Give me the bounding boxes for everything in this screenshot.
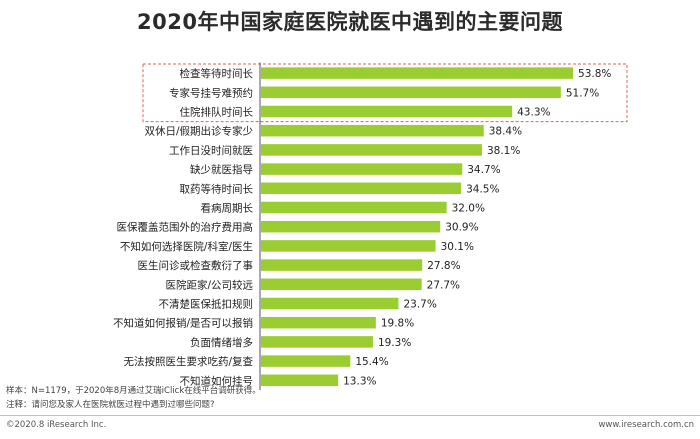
category-label: 缺少就医指导 [190,163,253,176]
category-label: 检查等待时间长 [180,67,254,80]
bar [261,316,376,329]
category-label: 不清楚医保抵扣规则 [159,298,254,311]
category-label: 医生问诊或检查敷衍了事 [138,259,254,272]
bar [261,144,482,156]
category-label: 工作日没时间就医 [169,144,253,157]
category-label: 无法按照医生要求吃药/复查 [123,355,253,368]
value-label: 13.3% [343,375,376,387]
bar [261,336,373,348]
category-label: 负面情绪增多 [190,336,253,349]
bar [261,86,561,99]
category-label: 专家号挂号难预约 [169,86,253,99]
value-label: 38.1% [487,145,520,157]
footer-divider [0,415,700,416]
bar [261,163,463,175]
chart-title: 2020年中国家庭医院就医中遇到的主要问题 [137,10,563,34]
value-label: 19.3% [378,337,411,349]
bar [261,201,447,214]
value-label: 15.4% [355,356,388,368]
value-label: 43.3% [517,107,550,119]
value-label: 34.7% [467,164,500,176]
bar [261,124,484,137]
bar [261,220,441,233]
value-label: 30.9% [445,222,478,234]
bar [261,355,351,367]
bar [261,259,423,271]
bar [261,297,399,310]
value-label: 27.8% [427,260,460,272]
category-label: 住院排队时间长 [180,106,254,119]
bar-chart: 检查等待时间长 53.8% 专家号挂号难预约 51.7% 住院排队时间长 43.3% 双休日… [113,62,628,390]
bar [261,182,462,195]
bar [261,240,436,252]
category-label: 不知如何选择医院/科室/医生 [120,240,253,253]
category-label: 取药等待时间长 [180,182,254,195]
remark-note: 注释：请问您及家人在医院就医过程中遇到过哪些问题? [6,400,215,410]
value-label: 53.8% [578,68,611,80]
category-label: 不知道如何报销/是否可以报销 [113,317,253,330]
category-label: 不知道如何挂号 [180,374,254,387]
footer-copyright: ©2020.8 iResearch Inc. [6,420,107,430]
value-label: 27.7% [427,279,460,291]
category-label: 医院距家/公司较远 [165,278,253,291]
bar [261,67,574,79]
category-label: 双休日/假期出诊专家少 [144,125,253,138]
bar [261,105,513,118]
footer-website: www.iresearch.com.cn [598,420,694,430]
sample-note: 样本：N=1179，于2020年8月通过艾瑞iClick在线平台调研获得。 [6,386,261,396]
value-label: 30.1% [441,241,474,253]
highlight-box [142,63,628,123]
bar [261,278,422,291]
bar [261,374,339,387]
category-label: 看病周期长 [201,202,254,215]
category-label: 医保覆盖范围外的治疗费用高 [117,221,254,234]
value-label: 19.8% [381,318,414,330]
value-label: 34.5% [466,183,499,195]
value-label: 23.7% [403,299,436,311]
value-label: 38.4% [489,126,522,138]
value-label: 51.7% [566,87,599,99]
value-label: 32.0% [452,203,485,215]
